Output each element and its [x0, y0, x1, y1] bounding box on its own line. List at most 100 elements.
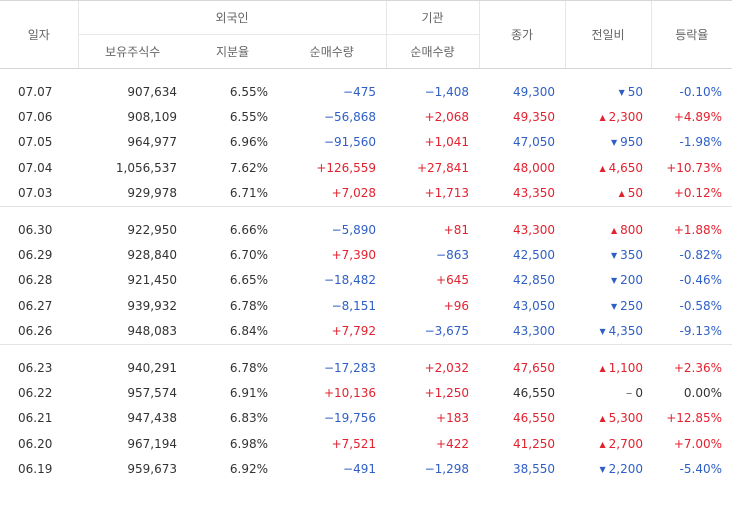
cell-date: 07.07 [18, 84, 53, 99]
change-value: 950 [620, 135, 643, 150]
triangle-up-icon: ▲ [618, 189, 625, 199]
cell-date: 06.26 [18, 324, 53, 339]
cell-close: 43,300 [513, 222, 555, 237]
col-rate: 등락율 [650, 0, 732, 69]
table-row: 07.04 1,056,537 7.62% +126,559 +27,841 48,000… [0, 155, 732, 180]
cell-rate: +4.89% [673, 110, 722, 125]
col-foreign-net: 순매수량 [278, 34, 386, 69]
cell-rate: 0.00% [683, 385, 722, 400]
triangle-down-icon: ▼ [618, 87, 625, 97]
cell-holdings: 959,673 [127, 462, 177, 477]
cell-rate: +0.12% [673, 186, 722, 201]
cell-change: ▲ 50 [565, 181, 651, 207]
cell-ratio: 6.83% [229, 411, 268, 426]
cell-change: −0 [565, 380, 651, 405]
cell-institution-net: −1,298 [424, 462, 469, 477]
cell-date: 07.04 [18, 160, 53, 175]
cell-holdings: 967,194 [127, 436, 177, 451]
cell-holdings: 939,932 [127, 298, 177, 313]
triangle-up-icon: ▲ [599, 163, 606, 173]
table-body: 07.07 907,634 6.55% −475 −1,408 49,300 ▼ 50 -0.1… [0, 69, 732, 482]
cell-ratio: 6.96% [229, 135, 268, 150]
cell-foreign-net: +126,559 [316, 160, 376, 175]
cell-institution-net: −1,408 [424, 84, 469, 99]
change-value: 200 [620, 273, 643, 288]
change-value: 1,100 [608, 360, 643, 375]
cell-holdings: 957,574 [127, 385, 177, 400]
triangle-up-icon: ▲ [599, 439, 606, 449]
cell-date: 06.19 [18, 462, 53, 477]
cell-ratio: 6.65% [229, 273, 268, 288]
cell-foreign-net: −91,560 [323, 135, 376, 150]
table-row: 06.26 948,083 6.84% +7,792 −3,675 43,300 ▼ 4,35… [0, 319, 732, 345]
cell-close: 49,300 [513, 84, 555, 99]
cell-rate: +1.88% [673, 222, 722, 237]
triangle-down-icon: ▼ [610, 251, 618, 261]
cell-change: ▲ 2,700 [565, 431, 651, 456]
cell-institution-net: +81 [443, 222, 469, 237]
col-date: 일자 [0, 0, 78, 69]
cell-rate: -0.46% [679, 273, 722, 288]
cell-change: ▲ 4,650 [565, 155, 651, 180]
cell-close: 43,350 [513, 186, 555, 201]
triangle-up-icon: ▲ [610, 225, 618, 235]
cell-change: ▲ 800 [565, 217, 651, 242]
triangle-down-icon: ▼ [610, 301, 618, 311]
cell-date: 06.29 [18, 248, 53, 263]
change-value: 800 [620, 222, 643, 237]
table-row: 06.22 957,574 6.91% +10,136 +1,250 46,550 −0 0.… [0, 380, 732, 405]
cell-institution-net: +645 [436, 273, 469, 288]
change-value: 350 [620, 248, 643, 263]
cell-institution-net: +1,713 [424, 186, 469, 201]
change-value: 4,650 [608, 160, 643, 175]
change-value: 50 [627, 186, 643, 201]
cell-institution-net: +1,041 [424, 135, 469, 150]
cell-change: ▼ 250 [565, 293, 651, 318]
cell-holdings: 907,634 [127, 84, 177, 99]
cell-close: 46,550 [513, 411, 555, 426]
cell-rate: -0.82% [679, 248, 722, 263]
table-row: 06.23 940,291 6.78% −17,283 +2,032 47,650 ▲ 1,1… [0, 355, 732, 380]
cell-foreign-net: −18,482 [323, 273, 376, 288]
table-row: 06.21 947,438 6.83% −19,756 +183 46,550 ▲ 5,300… [0, 406, 732, 431]
cell-institution-net: −863 [436, 248, 469, 263]
cell-ratio: 6.98% [229, 436, 268, 451]
cell-foreign-net: +10,136 [323, 385, 376, 400]
cell-close: 43,300 [513, 324, 555, 339]
triangle-down-icon: ▼ [610, 138, 618, 148]
cell-date: 07.03 [18, 186, 53, 201]
triangle-up-icon: ▲ [599, 414, 606, 424]
cell-date: 06.30 [18, 222, 53, 237]
cell-change: ▼ 50 [565, 79, 651, 104]
table-row: 06.20 967,194 6.98% +7,521 +422 41,250 ▲ 2,700 +… [0, 431, 732, 456]
cell-institution-net: +2,032 [424, 360, 469, 375]
cell-change: ▼ 200 [565, 268, 651, 293]
cell-date: 07.05 [18, 135, 53, 150]
group-divider [0, 69, 732, 80]
cell-rate: -0.10% [679, 84, 722, 99]
col-group-institution: 기관 [385, 0, 479, 35]
change-value: 2,700 [608, 436, 643, 451]
change-value: 2,200 [608, 462, 643, 477]
table-row: 06.27 939,932 6.78% −8,151 +96 43,050 ▼ 250 -0.5… [0, 293, 732, 318]
cell-change: ▼ 4,350 [565, 319, 651, 345]
cell-institution-net: +422 [436, 436, 469, 451]
cell-foreign-net: −491 [343, 462, 376, 477]
cell-close: 43,050 [513, 298, 555, 313]
cell-foreign-net: −17,283 [323, 360, 376, 375]
cell-close: 47,650 [513, 360, 555, 375]
table-row: 06.29 928,840 6.70% +7,390 −863 42,500 ▼ 350 -0.… [0, 242, 732, 267]
cell-institution-net: +27,841 [416, 160, 469, 175]
cell-rate: +12.85% [666, 411, 722, 426]
table-row: 07.03 929,978 6.71% +7,028 +1,713 43,350 ▲ 50 +0… [0, 181, 732, 207]
cell-foreign-net: −56,868 [323, 110, 376, 125]
cell-institution-net: +96 [443, 298, 469, 313]
dash-icon: − [625, 388, 633, 398]
change-value: 2,300 [608, 110, 643, 125]
table-row: 06.28 921,450 6.65% −18,482 +645 42,850 ▼ 200 -0… [0, 268, 732, 293]
cell-date: 06.28 [18, 273, 53, 288]
cell-holdings: 948,083 [127, 324, 177, 339]
cell-foreign-net: +7,390 [331, 248, 376, 263]
triangle-up-icon: ▲ [599, 113, 606, 123]
cell-ratio: 6.71% [229, 186, 268, 201]
